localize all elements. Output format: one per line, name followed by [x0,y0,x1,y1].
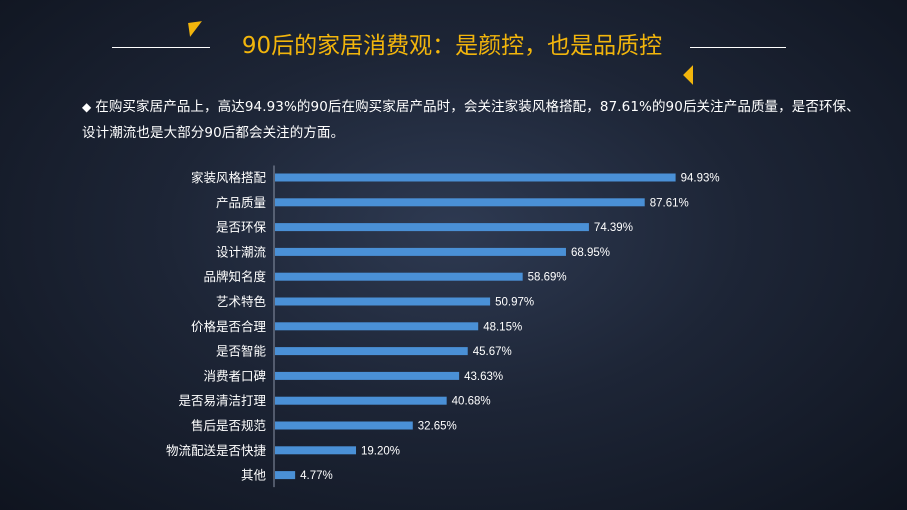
bar [275,198,645,207]
bar [275,272,523,281]
bar [275,446,357,455]
category-tick-label: 其他 [241,468,267,483]
category-tick-label: 价格是否合理 [191,319,267,334]
category-tick-label: 品牌知名度 [203,269,266,284]
bar-value-label: 48.15% [483,321,522,333]
bar-value-label: 45.67% [473,346,512,358]
bar [275,297,491,306]
bar-value-label: 43.63% [464,371,503,383]
category-tick-label: 物流配送是否快捷 [166,443,267,458]
bar-value-label: 19.20% [361,445,400,457]
diamond-bullet-icon: ◆ [82,100,92,114]
category-tick-label: 是否环保 [216,220,267,235]
bar-value-label: 58.69% [528,272,567,284]
title-divider-right [690,47,786,48]
category-tick-label: 设计潮流 [216,244,267,259]
bar [275,173,676,182]
category-tick-label: 产品质量 [216,195,266,210]
bar [275,396,447,405]
category-tick-label: 艺术特色 [216,294,267,309]
category-tick-label: 家装风格搭配 [191,170,267,185]
bar-value-label: 32.65% [418,421,457,433]
bar-value-label: 87.61% [650,197,689,209]
bar [275,471,296,480]
bar [275,223,589,232]
bar-value-label: 74.39% [594,222,633,234]
bar [275,347,468,356]
category-tick-label: 是否易清洁打理 [178,393,266,408]
bar-value-label: 40.68% [452,396,491,408]
bar [275,322,479,331]
summary-paragraph: ◆ 在购买家居产品上，高达94.93%的90后在购买家居产品时，会关注家装风格搭配… [82,94,872,146]
bar-value-label: 68.95% [571,247,610,259]
bar-value-label: 50.97% [495,297,534,309]
bar-value-label: 4.77% [300,470,333,482]
chart-plot-area: 家装风格搭配 94.93% 产品质量 87.61% 是否环保 74.39% 设计潮流 68.9… [166,165,720,488]
title-area: 90后的家居消费观：是颜控，也是品质控 [0,20,907,85]
title-divider-left [112,47,210,48]
page-title: 90后的家居消费观：是颜控，也是品质控 [241,33,663,59]
category-tick-label: 是否智能 [216,344,267,359]
category-tick-label: 消费者口碑 [203,368,266,383]
bar [275,371,460,380]
category-tick-label: 售后是否规范 [191,418,266,433]
bar-value-label: 94.93% [681,173,720,185]
bar [275,421,413,430]
bar [275,247,566,256]
summary-text: 在购买家居产品上，高达94.93%的90后在购买家居产品时，会关注家装风格搭配，… [82,99,860,141]
